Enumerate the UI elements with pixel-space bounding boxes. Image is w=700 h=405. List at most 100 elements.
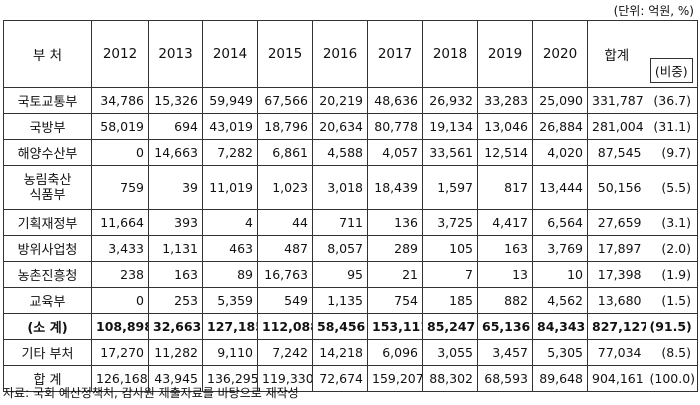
table-row: 국토교통부 34,786 15,326 59,949 67,566 20,219 48,63… <box>3 87 698 114</box>
ratio-cell: (31.1) <box>645 113 698 140</box>
value-cell: 39 <box>148 165 203 210</box>
value-cell: 7,242 <box>257 339 313 366</box>
value-cell: 4,417 <box>477 209 533 236</box>
budget-table: 부 처 2012 2013 2014 2015 2016 2017 2018 2… <box>3 20 698 392</box>
ratio-cell: (1.5) <box>645 287 698 314</box>
value-cell: 48,636 <box>367 87 423 114</box>
header-year: 2019 <box>477 20 533 88</box>
value-cell: 711 <box>312 209 368 236</box>
value-cell: 112,088 <box>257 313 313 340</box>
dept-cell: 합 계 <box>3 365 92 392</box>
value-cell: 817 <box>477 165 533 210</box>
value-cell: 754 <box>367 287 423 314</box>
value-cell: 67,566 <box>257 87 313 114</box>
value-cell: 26,932 <box>422 87 478 114</box>
value-cell: 8,057 <box>312 235 368 262</box>
value-cell: 126,168 <box>91 365 149 392</box>
value-cell: 1,135 <box>312 287 368 314</box>
value-cell: 26,884 <box>532 113 588 140</box>
value-cell: 20,219 <box>312 87 368 114</box>
value-cell: 68,593 <box>477 365 533 392</box>
value-cell: 19,134 <box>422 113 478 140</box>
header-year: 2017 <box>367 20 423 88</box>
value-cell: 1,597 <box>422 165 478 210</box>
header-year: 2012 <box>91 20 149 88</box>
value-cell: 105 <box>422 235 478 262</box>
value-cell: 759 <box>91 165 149 210</box>
total-cell: 13,680 <box>587 287 646 314</box>
value-cell: 463 <box>202 235 258 262</box>
value-cell: 163 <box>148 261 203 288</box>
dept-cell: 기타 부처 <box>3 339 92 366</box>
value-cell: 89,648 <box>532 365 588 392</box>
value-cell: 136 <box>367 209 423 236</box>
value-cell: 5,359 <box>202 287 258 314</box>
value-cell: 43,019 <box>202 113 258 140</box>
value-cell: 16,763 <box>257 261 313 288</box>
value-cell: 127,185 <box>202 313 258 340</box>
value-cell: 4,020 <box>532 139 588 166</box>
table-row: 국방부 58,019 694 43,019 18,796 20,634 80,778 19,1… <box>3 113 698 140</box>
table-row: 합 계 126,168 43,945 136,295 119,330 72,674 159,… <box>3 365 698 392</box>
header-ratio: (비중) <box>645 20 698 88</box>
ratio-cell: (91.5) <box>645 313 698 340</box>
value-cell: 65,136 <box>477 313 533 340</box>
value-cell: 11,019 <box>202 165 258 210</box>
value-cell: 185 <box>422 287 478 314</box>
dept-cell: 국토교통부 <box>3 87 92 114</box>
value-cell: 58,019 <box>91 113 149 140</box>
value-cell: 3,433 <box>91 235 149 262</box>
dept-cell: 농림축산 식품부 <box>3 165 92 210</box>
dept-cell: (소 계) <box>3 313 92 340</box>
table-row: 교육부 0 253 5,359 549 1,135 754 185 882 4,562 13,680… <box>3 287 698 314</box>
value-cell: 6,861 <box>257 139 313 166</box>
value-cell: 159,207 <box>367 365 423 392</box>
total-cell: 331,787 <box>587 87 646 114</box>
value-cell: 44 <box>257 209 313 236</box>
value-cell: 11,664 <box>91 209 149 236</box>
dept-cell: 국방부 <box>3 113 92 140</box>
source-note: 자료: 국회 예산정책처, 감사원 제출자료를 바탕으로 재작성 <box>3 386 299 400</box>
total-cell: 50,156 <box>587 165 646 210</box>
ratio-cell: (36.7) <box>645 87 698 114</box>
value-cell: 58,456 <box>312 313 368 340</box>
value-cell: 0 <box>91 287 149 314</box>
header-year: 2016 <box>312 20 368 88</box>
header-total: 합계 <box>587 20 646 88</box>
ratio-cell: (8.5) <box>645 339 698 366</box>
value-cell: 238 <box>91 261 149 288</box>
value-cell: 12,514 <box>477 139 533 166</box>
value-cell: 549 <box>257 287 313 314</box>
value-cell: 0 <box>91 139 149 166</box>
value-cell: 4,588 <box>312 139 368 166</box>
value-cell: 7,282 <box>202 139 258 166</box>
value-cell: 289 <box>367 235 423 262</box>
value-cell: 153,111 <box>367 313 423 340</box>
ratio-cell: (9.7) <box>645 139 698 166</box>
value-cell: 13,444 <box>532 165 588 210</box>
value-cell: 253 <box>148 287 203 314</box>
value-cell: 15,326 <box>148 87 203 114</box>
header-row: 부 처 2012 2013 2014 2015 2016 2017 2018 2… <box>3 20 698 88</box>
value-cell: 163 <box>477 235 533 262</box>
table-row: 해양수산부 0 14,663 7,282 6,861 4,588 4,057 33,561 12… <box>3 139 698 166</box>
value-cell: 6,564 <box>532 209 588 236</box>
value-cell: 84,343 <box>532 313 588 340</box>
total-cell: 17,897 <box>587 235 646 262</box>
value-cell: 3,055 <box>422 339 478 366</box>
ratio-cell: (100.0) <box>645 365 698 392</box>
dept-cell: 교육부 <box>3 287 92 314</box>
value-cell: 17,270 <box>91 339 149 366</box>
dept-cell: 방위사업청 <box>3 235 92 262</box>
value-cell: 32,663 <box>148 313 203 340</box>
value-cell: 33,283 <box>477 87 533 114</box>
value-cell: 3,018 <box>312 165 368 210</box>
header-dept: 부 처 <box>3 20 92 88</box>
total-cell: 27,659 <box>587 209 646 236</box>
value-cell: 4,057 <box>367 139 423 166</box>
total-cell: 904,161 <box>587 365 646 392</box>
value-cell: 11,282 <box>148 339 203 366</box>
value-cell: 136,295 <box>202 365 258 392</box>
value-cell: 14,218 <box>312 339 368 366</box>
header-year: 2015 <box>257 20 313 88</box>
